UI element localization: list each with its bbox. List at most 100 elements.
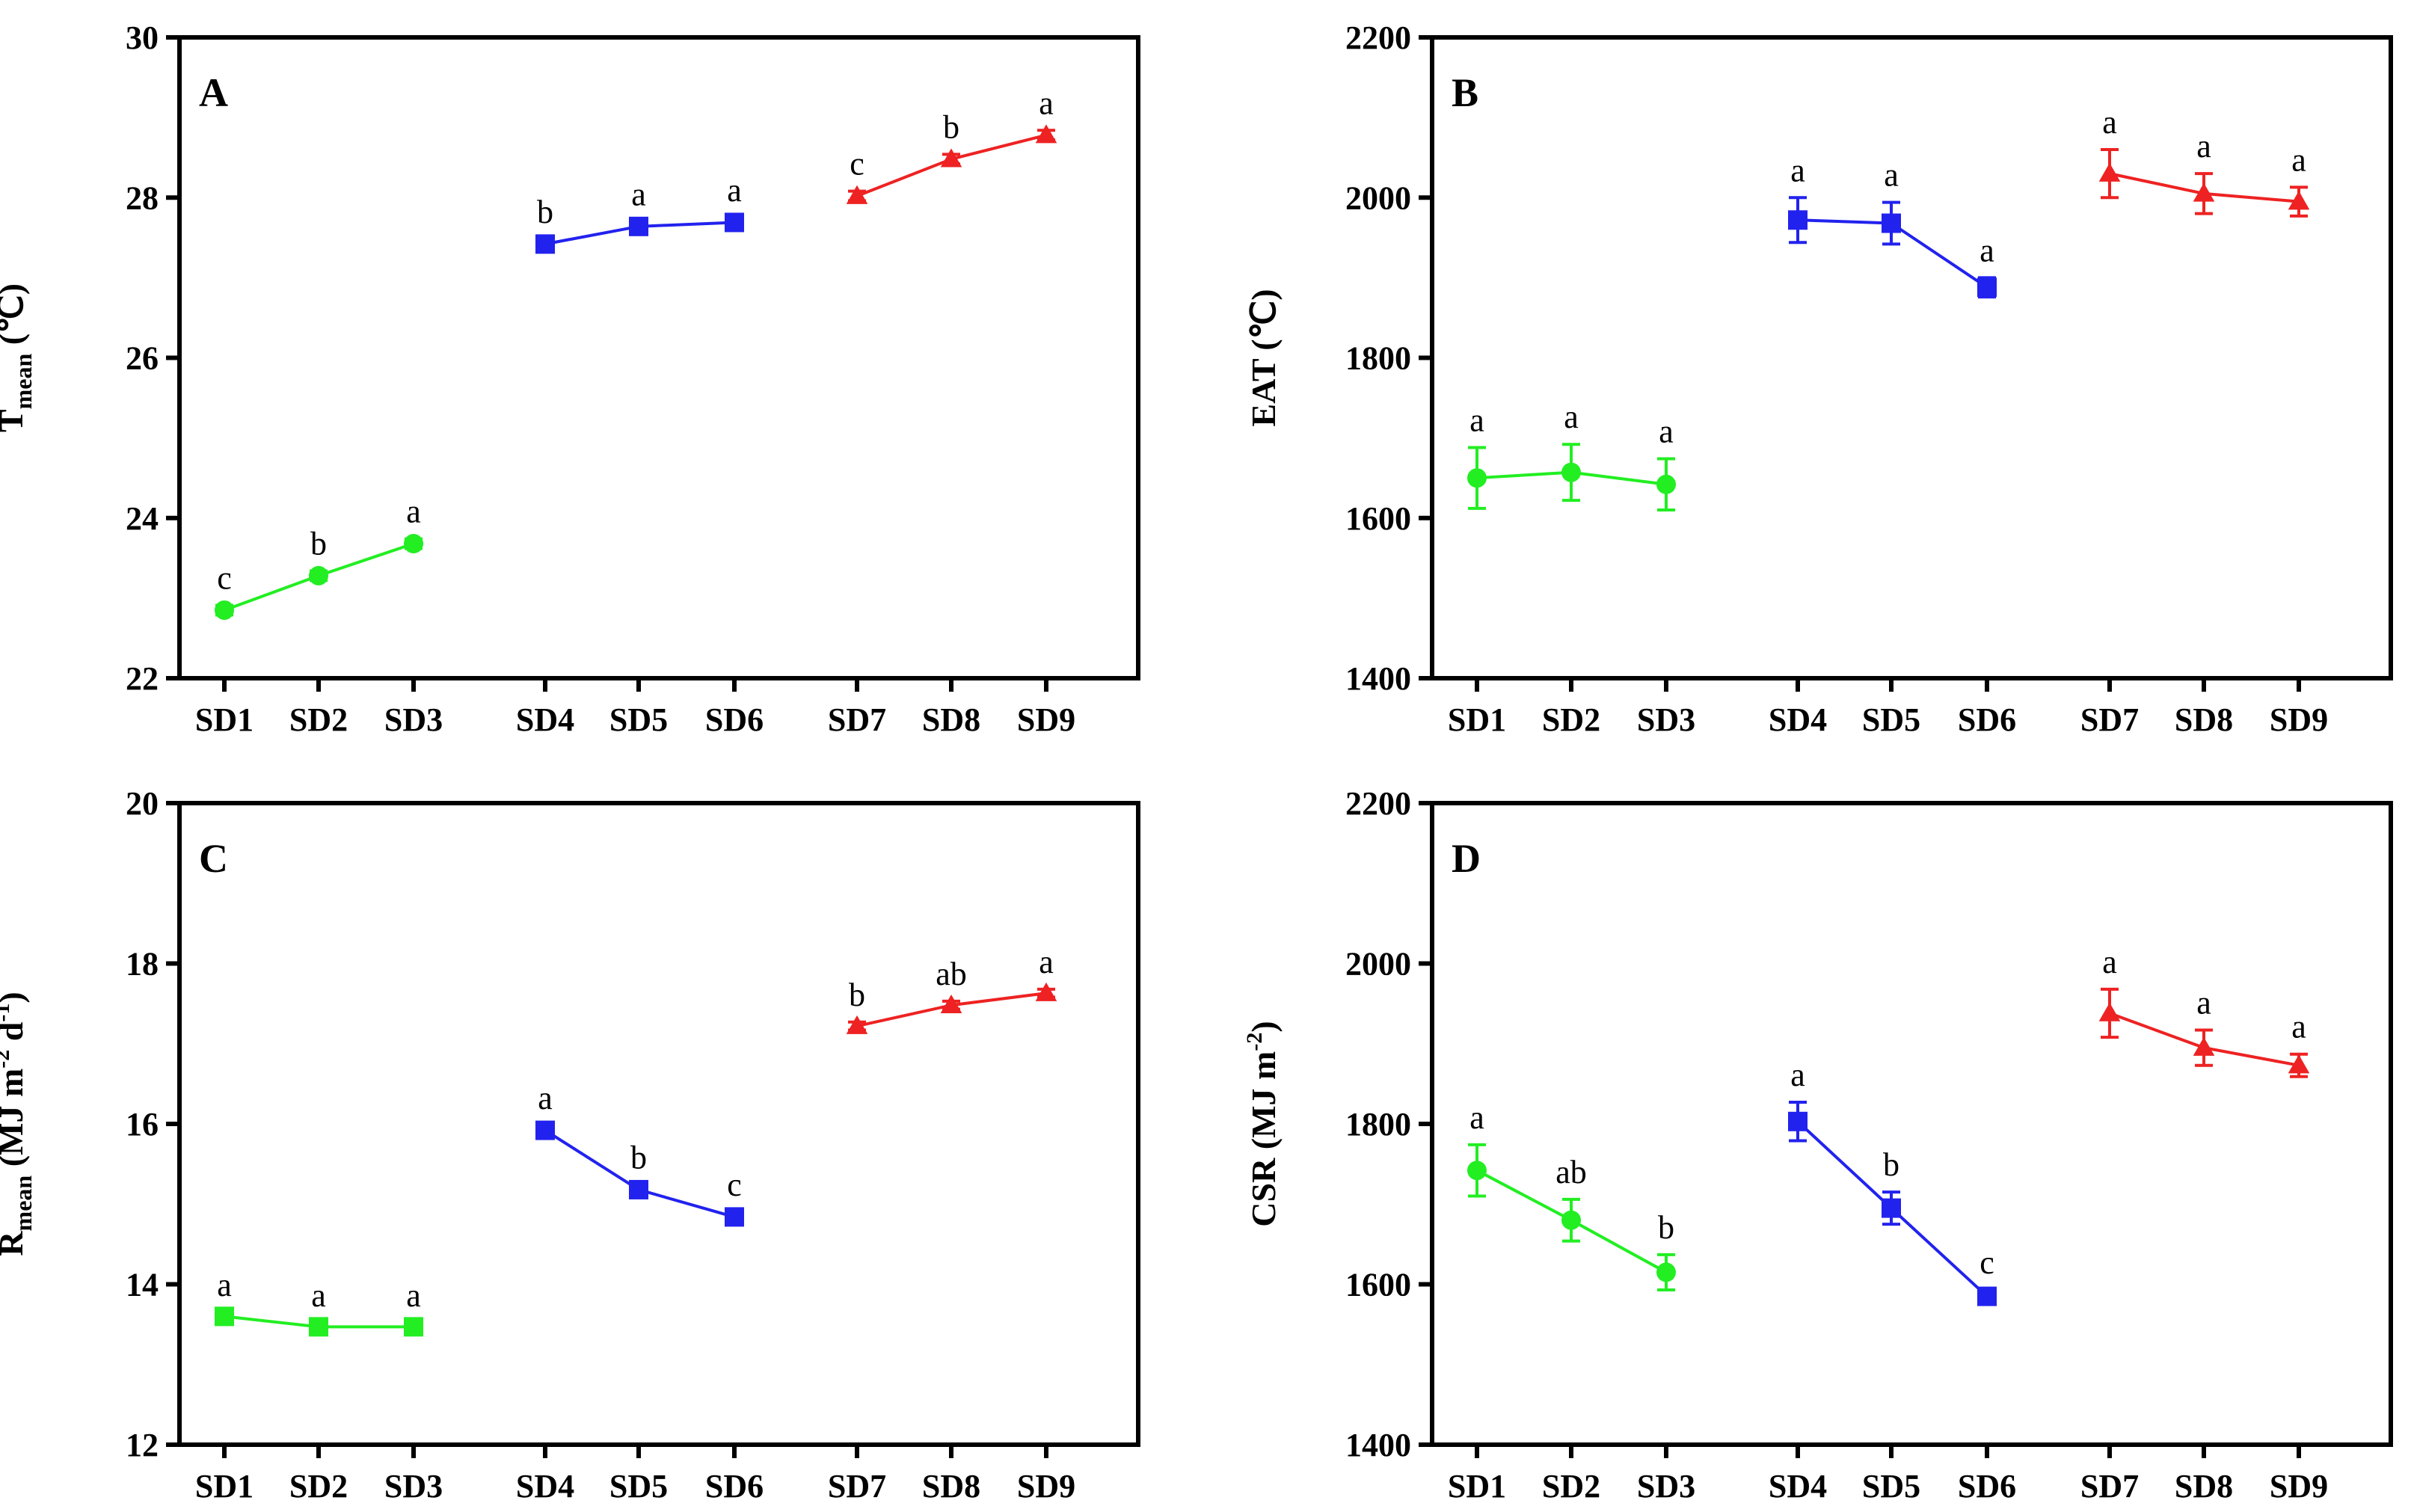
significance-label: a xyxy=(631,176,646,212)
y-tick-label: 2200 xyxy=(1345,19,1411,56)
x-tick-label: SD9 xyxy=(1017,1468,1075,1505)
x-tick-label: SD9 xyxy=(2270,1468,2328,1505)
x-tick-label: SD9 xyxy=(1017,701,1075,738)
x-tick-label: SD6 xyxy=(705,701,764,738)
x-tick-label: SD1 xyxy=(195,701,254,738)
significance-label: a xyxy=(1980,232,1994,268)
y-tick-label: 26 xyxy=(126,340,159,377)
x-tick-label: SD7 xyxy=(828,1468,886,1505)
data-point xyxy=(535,234,555,254)
y-tick-label: 1400 xyxy=(1345,1427,1411,1463)
data-point xyxy=(940,148,962,168)
significance-label: a xyxy=(1039,944,1054,980)
significance-label: a xyxy=(1790,1057,1805,1093)
x-tick-label: SD1 xyxy=(1448,701,1506,738)
data-point xyxy=(1656,1262,1676,1282)
data-point xyxy=(725,212,744,233)
significance-label: a xyxy=(406,1277,421,1314)
significance-label: a xyxy=(2291,1009,2306,1045)
panel-d: 1400 1600 1800 2000 2200 SD1 SD2 SD3 SD4 SD5 SD6 SD… xyxy=(1242,785,2393,1505)
data-point xyxy=(1561,1210,1581,1230)
x-tick-label: SD4 xyxy=(1769,1468,1827,1505)
series-2: a a a xyxy=(2098,104,2310,218)
y-tick-label: 24 xyxy=(126,500,159,537)
x-tick-label: SD3 xyxy=(384,1468,443,1505)
data-point xyxy=(629,216,648,236)
data-point xyxy=(215,1306,234,1327)
x-tick-label: SD5 xyxy=(609,701,668,738)
data-point xyxy=(1882,213,1901,233)
significance-label: a xyxy=(2102,104,2117,141)
data-point xyxy=(309,1317,328,1337)
data-point xyxy=(535,1120,555,1140)
x-tick-label: SD6 xyxy=(1958,701,2016,738)
significance-label: a xyxy=(2196,985,2211,1021)
data-point xyxy=(1977,277,1997,298)
x-tick-label: SD6 xyxy=(1958,1468,2016,1505)
data-point xyxy=(404,534,423,554)
x-tick-label: SD8 xyxy=(2175,701,2233,738)
significance-label: ab xyxy=(936,956,967,992)
significance-label: a xyxy=(1884,157,1899,194)
y-tick-label: 16 xyxy=(126,1106,159,1143)
y-axis-title: CSR (MJ m-2) xyxy=(1242,1021,1283,1226)
significance-label: c xyxy=(217,560,232,597)
x-tick-label: SD9 xyxy=(2270,701,2328,738)
significance-label: a xyxy=(1659,413,1674,449)
series-0: c b a xyxy=(215,494,423,620)
data-point xyxy=(1467,1161,1487,1181)
y-axis-title: Tmean (℃) xyxy=(0,283,37,432)
significance-label: a xyxy=(217,1267,232,1303)
y-tick-label: 1600 xyxy=(1345,1267,1411,1303)
x-tick-label: SD7 xyxy=(2080,701,2139,738)
significance-label: c xyxy=(727,1167,742,1203)
significance-label: a xyxy=(406,494,421,530)
x-tick-label: SD3 xyxy=(1637,1468,1695,1505)
y-tick-label: 22 xyxy=(126,660,159,697)
data-point xyxy=(1656,474,1676,494)
significance-label: a xyxy=(311,1277,326,1314)
data-point xyxy=(215,600,234,620)
panel-letter: A xyxy=(199,70,228,115)
x-tick-label: SD2 xyxy=(1542,701,1600,738)
x-tick-label: SD7 xyxy=(828,701,886,738)
panel-b: 1400 1600 1800 2000 2200 SD1 SD2 SD3 SD4 SD5 SD6 SD… xyxy=(1244,19,2393,738)
data-point xyxy=(2288,1054,2310,1074)
y-tick-label: 20 xyxy=(126,785,159,822)
x-tick-label: SD8 xyxy=(922,701,980,738)
series-2: a a a xyxy=(2098,944,2310,1078)
data-point xyxy=(1788,1111,1808,1131)
data-point xyxy=(629,1179,648,1199)
significance-label: a xyxy=(1039,84,1054,121)
data-point xyxy=(846,185,868,204)
data-point xyxy=(2193,182,2215,202)
significance-label: a xyxy=(1469,1099,1484,1136)
significance-label: b xyxy=(1658,1209,1674,1246)
data-point xyxy=(1788,210,1808,230)
x-tick-label: SD5 xyxy=(1862,701,1920,738)
significance-label: a xyxy=(1564,399,1579,435)
significance-label: a xyxy=(1469,402,1484,438)
significance-label: b xyxy=(849,977,865,1013)
data-point xyxy=(404,1317,423,1337)
significance-label: b xyxy=(630,1140,647,1176)
x-tick-label: SD7 xyxy=(2080,1468,2139,1505)
data-point xyxy=(1035,982,1057,1001)
data-point xyxy=(2098,1002,2121,1021)
plot-frame xyxy=(177,801,1140,1447)
significance-label: a xyxy=(2196,128,2211,165)
significance-label: c xyxy=(1980,1244,1994,1281)
significance-label: a xyxy=(2291,141,2306,178)
panel-c: 12 14 16 18 20 SD1 SD2 SD3 SD4 SD5 SD6 SD7 SD8 SD9 C Rm… xyxy=(0,785,1140,1505)
data-point xyxy=(940,994,962,1013)
data-point xyxy=(2288,191,2310,210)
series-2: c b a xyxy=(846,84,1057,204)
x-tick-label: SD3 xyxy=(384,701,443,738)
y-tick-label: 1800 xyxy=(1345,340,1411,377)
data-point xyxy=(1467,468,1487,488)
data-point xyxy=(1561,462,1581,482)
y-tick-label: 2000 xyxy=(1345,179,1411,216)
x-tick-label: SD1 xyxy=(1448,1468,1506,1505)
